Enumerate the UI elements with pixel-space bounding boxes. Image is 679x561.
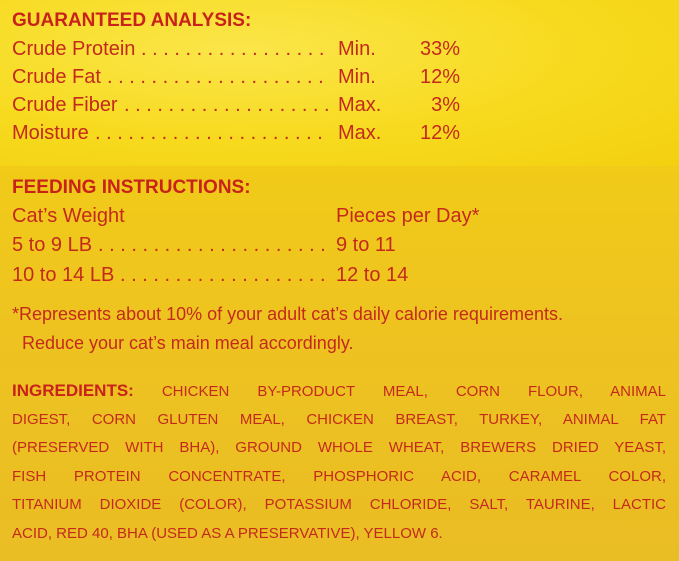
footnote-line-2: Reduce your cat’s main meal accordingly. [22, 333, 354, 353]
nutrient-value: 12% [419, 66, 460, 88]
label-background-bottom [0, 166, 679, 561]
ingredients-text: CHICKEN BY-PRODUCT MEAL, CORN FLOUR, ANI… [161, 383, 667, 400]
analysis-row: Crude Protein . . . . . . . . . . . . . … [12, 38, 472, 66]
nutrient-value: 3% [431, 94, 460, 116]
weight-range: 10 to 14 LB [12, 264, 115, 286]
qualifier: Max. [338, 94, 382, 116]
analysis-row: Crude Fiber . . . . . . . . . . . . . . … [12, 94, 472, 122]
ingredients-line: FISH PROTEIN CONCENTRATE, PHOSPHORIC ACI… [12, 467, 666, 485]
dot-leader: . . . . . . . . . . . . . . . . . . . . [107, 66, 324, 88]
pieces-value: 9 to 11 [336, 234, 396, 256]
feeding-instructions-heading: FEEDING INSTRUCTIONS: [12, 177, 251, 198]
feeding-row: 10 to 14 LB . . . . . . . . . . . . . . … [12, 264, 472, 292]
footnote-line-1: *Represents about 10% of your adult cat’… [12, 304, 563, 324]
dot-leader: . . . . . . . . . . . . . . . . . [141, 38, 325, 60]
pieces-value: 12 to 14 [336, 264, 409, 286]
ingredients-line: (PRESERVED WITH BHA), GROUND WHOLE WHEAT… [12, 439, 666, 456]
feeding-header-row: Cat’s Weight Pieces per Day* [12, 205, 479, 233]
ingredients-line: DIGEST, CORN GLUTEN MEAL, CHICKEN BREAST… [12, 410, 666, 428]
ingredients-line: TITANIUM DIOXIDE (COLOR), POTASSIUM CHLO… [12, 496, 666, 513]
dot-leader: . . . . . . . . . . . . . . . . . . . . … [98, 234, 326, 256]
nutrient-label: Crude Protein [12, 38, 136, 60]
qualifier: Max. [338, 122, 382, 144]
ingredients-line: ACID, RED 40, BHA (USED AS A PRESERVATIV… [12, 524, 443, 542]
guaranteed-analysis-heading: GUARANTEED ANALYSIS: [12, 10, 252, 31]
pieces-per-day-header: Pieces per Day* [336, 205, 480, 227]
label-background-top [0, 0, 679, 166]
dot-leader: . . . . . . . . . . . . . . . . . . . . … [95, 122, 323, 144]
nutrient-label: Crude Fat [12, 66, 101, 88]
weight-range: 5 to 9 LB [12, 234, 93, 256]
nutrient-label: Crude Fiber [12, 94, 118, 116]
analysis-row: Moisture . . . . . . . . . . . . . . . .… [12, 122, 472, 150]
nutrient-value: 12% [419, 122, 460, 144]
nutrient-value: 33% [419, 38, 460, 60]
feeding-row: 5 to 9 LB . . . . . . . . . . . . . . . … [12, 234, 472, 262]
ingredients-line: INGREDIENTS: CHICKEN BY-PRODUCT MEAL, CO… [12, 380, 666, 403]
qualifier: Min. [338, 66, 376, 88]
dot-leader: . . . . . . . . . . . . . . . . . . . [120, 264, 326, 286]
dot-leader: . . . . . . . . . . . . . . . . . . . [124, 94, 330, 116]
cats-weight-header: Cat’s Weight [12, 205, 125, 227]
qualifier: Min. [338, 38, 376, 60]
nutrient-label: Moisture [12, 122, 89, 144]
analysis-row: Crude Fat . . . . . . . . . . . . . . . … [12, 66, 472, 94]
ingredients-label: INGREDIENTS: [12, 381, 134, 400]
